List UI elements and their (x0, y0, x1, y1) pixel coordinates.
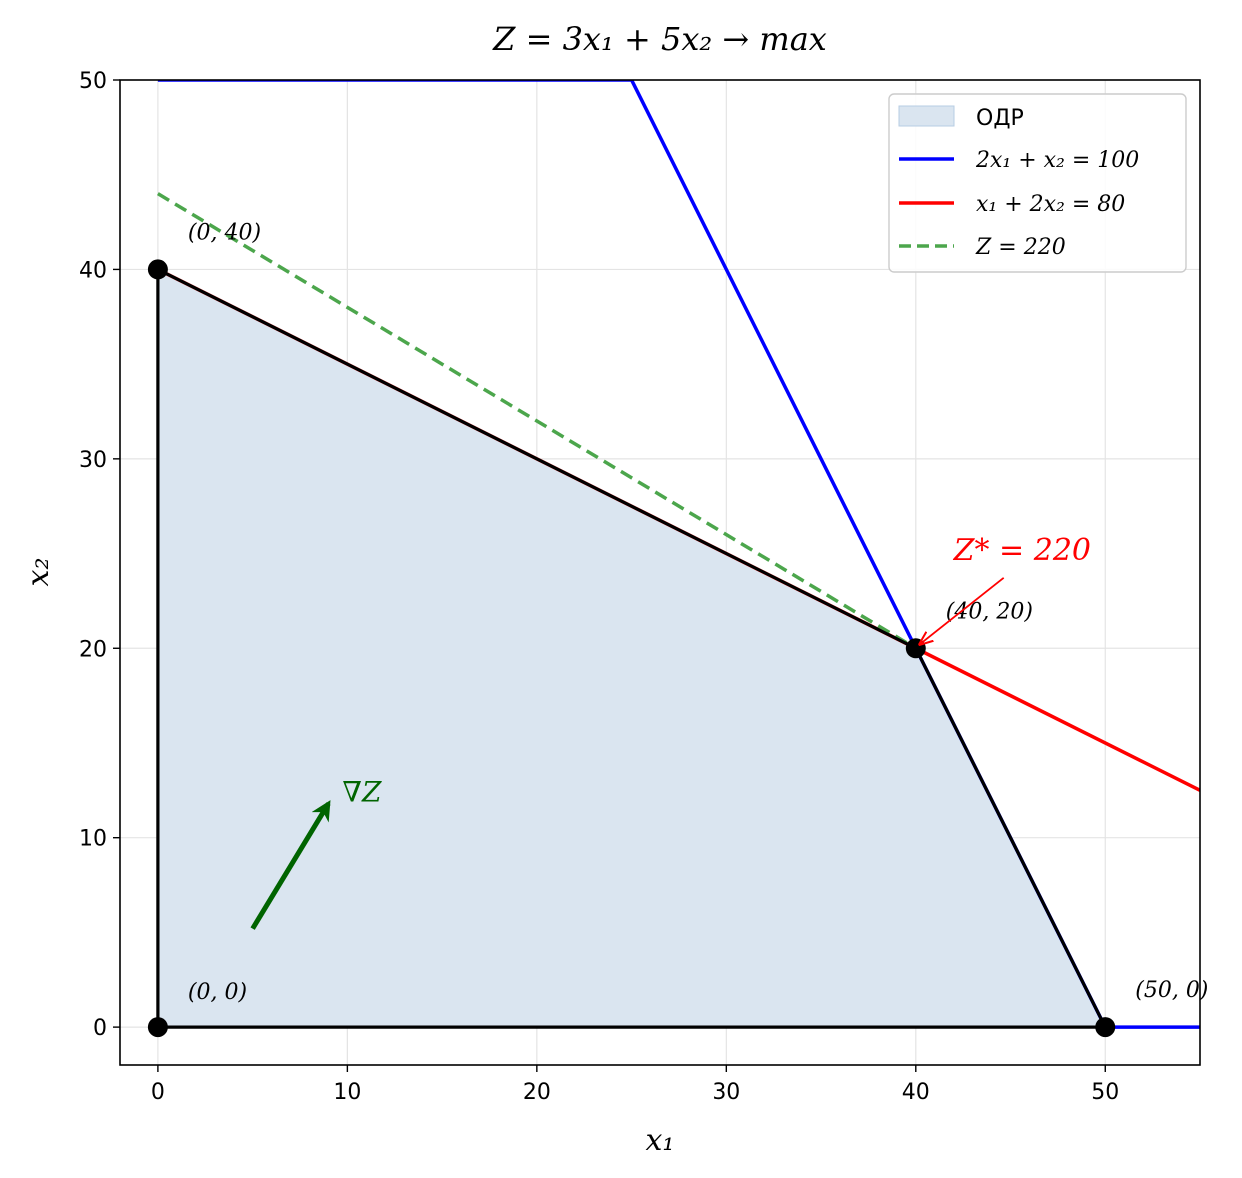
y-tick-label: 30 (79, 448, 107, 473)
legend-label-red: x₁ + 2x₂ = 80 (976, 192, 1125, 217)
gradient-label: ∇Z (342, 776, 382, 809)
y-tick-label: 50 (79, 69, 107, 94)
legend: ОДР 2x₁ + x₂ = 100 x₁ + 2x₂ = 80 Z = 220 (888, 93, 1187, 273)
vertex-point (1095, 1017, 1116, 1038)
vertex-label: (0, 40) (188, 220, 261, 245)
annotation-layer: ∇Z Z* = 220 (250, 533, 1091, 930)
vertex-label: (0, 0) (188, 980, 247, 1005)
legend-swatch-region (898, 105, 955, 127)
legend-label-green: Z = 220 (975, 235, 1066, 260)
vertex-layer: (0, 0) (0, 40) (40, 20) (50, 0) (147, 220, 1208, 1038)
vertex-point (147, 259, 168, 280)
legend-box (888, 93, 1187, 273)
y-tick-label: 0 (93, 1016, 107, 1041)
optimum-label: Z* = 220 (953, 533, 1091, 568)
chart-title: Z = 3x₁ + 5x₂ → max (492, 20, 827, 58)
vertex-label: (50, 0) (1135, 978, 1208, 1003)
legend-label-region: ОДР (976, 106, 1024, 131)
gradient-arrow (250, 800, 331, 930)
feasible-region-layer (157, 269, 1106, 1028)
optimum-arrow (920, 577, 1005, 645)
vertex-point (147, 1017, 168, 1038)
x-tick-label: 20 (523, 1080, 551, 1105)
y-tick-label: 10 (79, 827, 107, 852)
x-axis-label: x₁ (646, 1123, 675, 1158)
tick-layer: 0 10 20 30 40 50 0 10 20 30 40 50 (79, 69, 1119, 1105)
y-axis-label: x₂ (21, 558, 56, 587)
x-tick-label: 40 (902, 1080, 930, 1105)
x-tick-label: 30 (712, 1080, 740, 1105)
legend-label-blue: 2x₁ + x₂ = 100 (975, 148, 1139, 173)
vertex-label: (40, 20) (946, 599, 1033, 624)
x-tick-label: 10 (333, 1080, 361, 1105)
line-objective-z220 (156, 192, 917, 650)
y-tick-label: 20 (79, 637, 107, 662)
y-tick-label: 40 (79, 258, 107, 283)
feasible-region (157, 269, 1106, 1028)
x-tick-label: 0 (151, 1080, 165, 1105)
x-tick-label: 50 (1091, 1080, 1119, 1105)
plot-frame (119, 79, 1201, 1066)
